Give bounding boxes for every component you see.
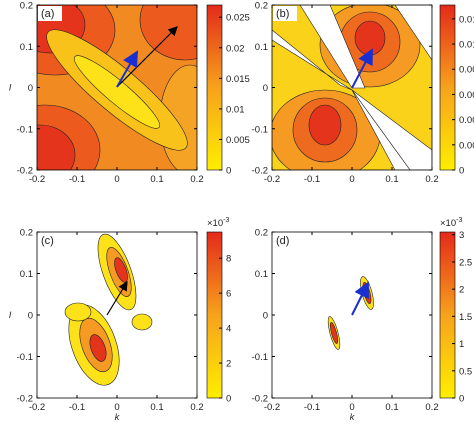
colorbar	[439, 4, 456, 171]
colorbar	[206, 231, 223, 399]
colorbar-tick-label: 2.5	[459, 257, 472, 268]
x-tick-label: -0.2	[264, 174, 280, 185]
colorbar-tick-label: 0.005	[226, 135, 250, 146]
colorbar-tick-label: 0.01	[226, 104, 245, 115]
arrows	[106, 26, 373, 316]
colorbar-tick-label: 0.01	[459, 40, 474, 51]
y-tick-label: 0.2	[255, 1, 268, 12]
colorbar-tick-label: 0	[226, 394, 231, 405]
y-tick-label: 0.1	[255, 269, 268, 280]
contour-fill	[327, 276, 374, 350]
y-tick-label: 0	[263, 311, 268, 322]
panel-label-bg	[38, 233, 62, 248]
colorbar-multiplier: ×10-3	[440, 217, 462, 229]
x-tick-label: 0	[114, 402, 119, 413]
y-tick-label: -0.1	[252, 352, 268, 363]
y-tick-label: -0.1	[17, 124, 33, 135]
panel-label-bg	[273, 6, 297, 21]
colorbar-tick-label: 0.008	[459, 65, 474, 76]
x-tick-label: 0	[349, 402, 354, 413]
colorbar-tick-label: 0.012	[459, 14, 474, 25]
panel-label: (d)	[276, 235, 289, 247]
y-tick-label: -0.2	[17, 166, 33, 177]
x-tick-label: 0	[349, 174, 354, 185]
colorbar-tick-label: 6	[226, 289, 231, 300]
contour-fill	[37, 5, 197, 170]
y-tick-label: -0.1	[17, 352, 33, 363]
x-tick-label: -0.2	[29, 174, 45, 185]
y-tick-label: 0.1	[20, 42, 33, 53]
exponent: -3	[456, 217, 462, 224]
x-tick-label: -0.1	[304, 402, 320, 413]
colorbar-tick-label: 2	[459, 285, 464, 296]
x-tick-label: -0.2	[29, 402, 45, 413]
x-tick-label: 0.1	[385, 402, 398, 413]
colorbar-tick-label: 8	[226, 254, 231, 265]
colorbar-tick-label: 4	[226, 324, 231, 335]
x-tick-label: 0.1	[385, 174, 398, 185]
colorbar-tick-label: 0.004	[459, 115, 474, 126]
y-tick-label: 0.2	[20, 1, 33, 12]
y-tick-label: -0.2	[252, 166, 268, 177]
y-tick-label: 0.2	[20, 228, 33, 239]
y-tick-label: -0.1	[252, 124, 268, 135]
y-tick-label: 0	[28, 311, 33, 322]
x-tick-label: -0.2	[264, 402, 280, 413]
colorbar-tick-label: 0	[459, 394, 464, 405]
colorbar-tick-label: 0	[459, 166, 464, 177]
y-tick-label: 0	[263, 83, 268, 94]
colorbar-tick-label: 0.02	[226, 43, 245, 54]
x-tick-label: 0.2	[190, 174, 203, 185]
colorbar-multiplier: ×10-3	[207, 217, 229, 229]
colorbar-tick-label: 0.025	[226, 13, 250, 24]
x-tick-label: 0.1	[150, 402, 163, 413]
x-tick-label: 0.2	[425, 174, 438, 185]
colorbar-tick-label: 3	[459, 230, 464, 241]
colorbar-tick-label: 1.5	[459, 312, 472, 323]
y-tick-label: -0.2	[252, 394, 268, 405]
colorbar-tick-label: 0.002	[459, 140, 474, 151]
y-tick-label: -0.2	[17, 394, 33, 405]
colorbar-tick-label: 1	[459, 339, 464, 350]
y-axis-label: l	[9, 310, 12, 321]
y-tick-label: 0.1	[20, 269, 33, 280]
y-axis-label: l	[9, 83, 12, 94]
x-tick-label: 0	[114, 174, 119, 185]
panel-label: (a)	[41, 8, 54, 20]
colorbar-tick-label: 0	[226, 166, 231, 177]
multiplier: ×10	[440, 218, 456, 229]
colorbar-tick-label: 0.006	[459, 90, 474, 101]
x-axis-label: k	[115, 412, 121, 423]
x-axis-label: k	[350, 412, 356, 423]
colorbar-tick-label: 0.015	[226, 74, 250, 85]
colorbar	[206, 4, 223, 171]
panel-label-bg	[38, 6, 62, 21]
colorbar-tick-label: 0.5	[459, 366, 472, 377]
contour-fill	[272, 5, 432, 170]
y-tick-label: 0.1	[255, 42, 268, 53]
x-tick-label: 0.2	[190, 402, 203, 413]
contour-fill	[64, 233, 153, 386]
x-tick-label: -0.1	[69, 174, 85, 185]
colorbar	[439, 231, 456, 399]
exponent: -3	[223, 217, 229, 224]
x-tick-label: -0.1	[69, 402, 85, 413]
y-tick-label: 0	[28, 83, 33, 94]
colorbar-tick-label: 2	[226, 359, 231, 370]
panel-label-bg	[273, 233, 297, 248]
panel-label: (b)	[276, 8, 289, 20]
x-tick-label: 0.1	[150, 174, 163, 185]
y-tick-label: 0.2	[255, 228, 268, 239]
multiplier: ×10	[207, 218, 223, 229]
x-tick-label: -0.1	[304, 174, 320, 185]
x-tick-label: 0.2	[425, 402, 438, 413]
panel-label: (c)	[41, 235, 54, 247]
